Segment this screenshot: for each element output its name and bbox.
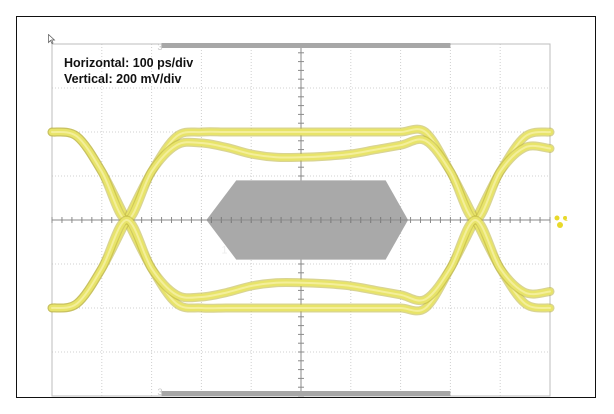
- upper-bar-label: 3: [158, 42, 163, 52]
- reference-marker-dot: [557, 222, 563, 228]
- vertical-scale-label: Vertical: 200 mV/div: [64, 72, 182, 86]
- eye-trace-upper-dip-core: [51, 130, 551, 221]
- lower-bar-label: 3: [158, 387, 163, 397]
- eye-trace-lower-dip-core: [51, 219, 551, 310]
- lower-limit-bar: [161, 391, 451, 396]
- horizontal-scale-label: Horizontal: 100 ps/div: [64, 56, 194, 70]
- pointer-cursor-icon: [48, 34, 56, 44]
- upper-limit-bar: [161, 43, 451, 48]
- mask-label: 1: [221, 245, 227, 257]
- reference-marker-label: 1: [564, 216, 568, 223]
- reference-marker-dot: [563, 216, 567, 220]
- reference-marker-dot: [554, 215, 560, 221]
